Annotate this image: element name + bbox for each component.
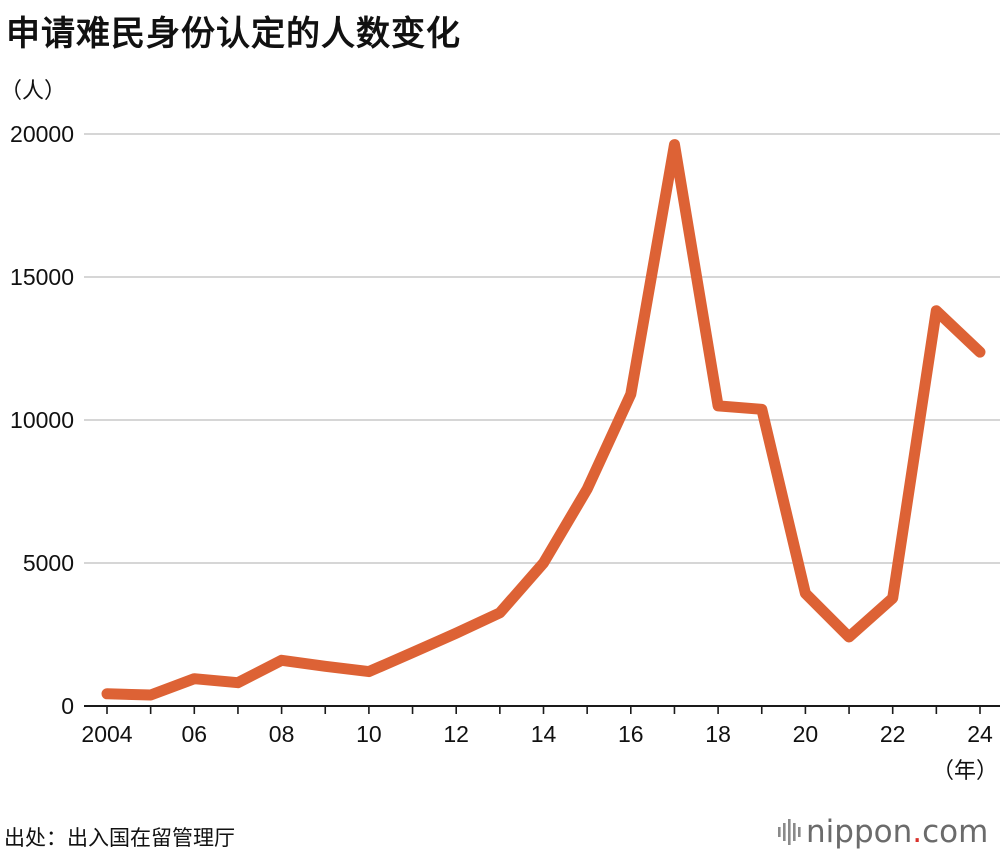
line-chart: 0 5000 10000 15000 20000 （人） 2004 06 08 10 12 14 16 1…: [0, 79, 1000, 784]
brand-dot: .: [912, 814, 922, 850]
series-line-layer: [101, 139, 986, 701]
data-point-2009: [324, 665, 326, 667]
data-point-2012: [455, 632, 457, 634]
data-point-2017: [673, 144, 675, 146]
data-point-2019: [761, 408, 763, 410]
data-point-2016: [630, 393, 632, 395]
data-point-2007: [237, 682, 239, 684]
y-axis-unit: （人）: [0, 79, 66, 104]
y-tick-label-15000: 15000: [10, 264, 74, 290]
sound-bar: [783, 823, 786, 841]
x-axis: [84, 705, 1000, 714]
x-tick-label-16: 16: [618, 721, 644, 747]
sound-bar: [788, 819, 791, 845]
data-point-2010: [368, 671, 370, 673]
y-tick-label-5000: 5000: [23, 550, 74, 576]
data-point-2015: [586, 488, 588, 490]
y-tick-label-20000: 20000: [10, 121, 74, 147]
x-tick-label-12: 12: [443, 721, 469, 747]
x-tick-label-10: 10: [356, 721, 382, 747]
x-tick-label-08: 08: [269, 721, 295, 747]
data-point-2004: [106, 693, 108, 695]
data-point-2011: [412, 652, 414, 654]
data-point-2018: [717, 405, 719, 407]
brand-name: nippon: [806, 814, 912, 850]
brand-suffix: com: [922, 814, 988, 850]
sound-bar: [778, 827, 781, 837]
x-tick-label-14: 14: [531, 721, 557, 747]
tick-labels: 0 5000 10000 15000 20000 （人） 2004 06 08 10 12 14 16 1…: [0, 79, 998, 784]
data-point-2023: [935, 310, 937, 312]
nippon-logo: nippon.com: [778, 814, 988, 850]
data-point-2013: [499, 612, 501, 614]
x-tick-label-20: 20: [793, 721, 819, 747]
data-point-2024: [979, 351, 981, 353]
data-point-2014: [543, 562, 544, 564]
chart-title: 申请难民身份认定的人数变化: [6, 14, 461, 54]
x-tick-label-06: 06: [182, 721, 208, 747]
data-point-2020: [804, 592, 806, 594]
sound-bar: [793, 823, 796, 841]
brand-wordmark: nippon.com: [806, 814, 988, 850]
x-tick-label-18: 18: [705, 721, 731, 747]
data-point-2006: [193, 678, 195, 680]
x-tick-label-22: 22: [880, 721, 906, 747]
data-point-2008: [281, 659, 283, 661]
gridlines: [84, 133, 1000, 564]
x-tick-label-2004: 2004: [81, 721, 132, 747]
sound-bar: [798, 827, 801, 837]
x-tick-label-24: 24: [967, 721, 993, 747]
data-point-2022: [892, 597, 894, 599]
data-point-2021: [848, 636, 850, 638]
x-axis-unit: （年）: [932, 759, 998, 784]
source-note: 出处：出入国在留管理厅: [4, 826, 235, 850]
sound-bars-icon: [778, 819, 801, 845]
y-tick-label-0: 0: [61, 693, 74, 719]
data-point-2005: [150, 694, 152, 696]
y-tick-label-10000: 10000: [10, 407, 74, 433]
